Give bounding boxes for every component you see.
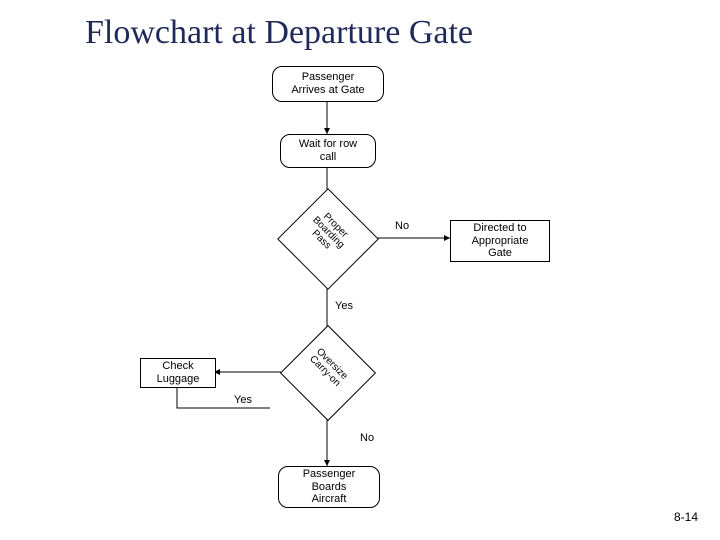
node-start: Passenger Arrives at Gate bbox=[272, 66, 384, 102]
node-start-label: Passenger Arrives at Gate bbox=[291, 71, 364, 96]
node-board-aircraft-label: Passenger Boards Aircraft bbox=[303, 468, 356, 506]
edge-label-d1-no: No bbox=[395, 220, 409, 232]
node-check-luggage: Check Luggage bbox=[140, 358, 216, 388]
node-directed-gate-label: Directed to Appropriate Gate bbox=[472, 222, 529, 260]
node-wait-label: Wait for row call bbox=[299, 138, 357, 163]
edge-label-d2-yes: Yes bbox=[234, 394, 252, 406]
edge-label-d1-yes: Yes bbox=[335, 300, 353, 312]
page-title: Flowchart at Departure Gate bbox=[85, 14, 473, 52]
node-check-luggage-label: Check Luggage bbox=[157, 360, 200, 385]
node-board-aircraft: Passenger Boards Aircraft bbox=[278, 466, 380, 508]
node-directed-gate: Directed to Appropriate Gate bbox=[450, 220, 550, 262]
node-wait: Wait for row call bbox=[280, 134, 376, 168]
edge-label-d2-no: No bbox=[360, 432, 374, 444]
slide-number: 8-14 bbox=[674, 510, 698, 524]
